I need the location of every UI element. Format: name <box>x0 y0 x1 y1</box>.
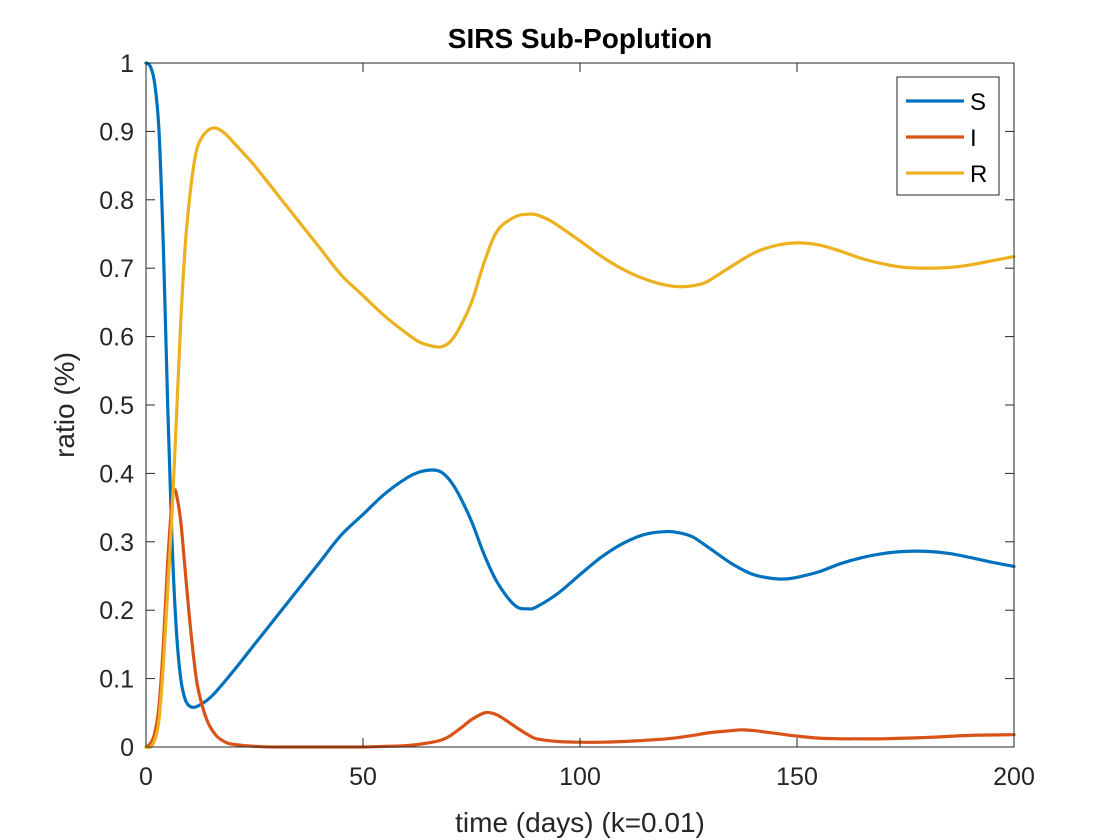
series-line-r <box>144 126 1016 750</box>
y-tick-label: 0.3 <box>99 529 134 557</box>
y-tick-label: 0.2 <box>99 597 134 625</box>
series-line-i <box>144 488 1016 749</box>
y-tick-label: 1 <box>120 50 134 78</box>
chart-title: SIRS Sub-Poplution <box>448 23 712 54</box>
plot-area <box>146 63 1014 747</box>
legend-label-r: R <box>970 161 987 188</box>
y-tick-label: 0 <box>120 734 134 762</box>
tick-layer: 0 50 100 150 200 0 0.1 0.2 0.3 0.4 0.5 0.6 0.7 0.8 0.9… <box>99 50 1035 791</box>
x-tick-label: 0 <box>139 763 153 791</box>
legend: SIR <box>896 76 1000 196</box>
y-tick-label: 0.6 <box>99 324 134 352</box>
y-tick-label: 0.9 <box>99 118 134 146</box>
x-tick-label: 150 <box>776 763 818 791</box>
y-tick-label: 0.7 <box>99 255 134 283</box>
y-tick-label: 0.1 <box>99 666 134 694</box>
legend-label-i: I <box>970 125 977 152</box>
x-tick-label: 100 <box>559 763 601 791</box>
legend-label-s: S <box>970 89 986 116</box>
series-layer <box>144 61 1016 750</box>
y-tick-label: 0.8 <box>99 187 134 215</box>
y-tick-label: 0.5 <box>99 392 134 420</box>
x-axis-title: time (days) (k=0.01) <box>455 807 705 838</box>
x-tick-label: 50 <box>349 763 377 791</box>
y-axis-title: ratio (%) <box>49 352 80 458</box>
series-line-s <box>144 61 1016 709</box>
y-tick-label: 0.4 <box>99 460 134 488</box>
x-tick-label: 200 <box>993 763 1035 791</box>
